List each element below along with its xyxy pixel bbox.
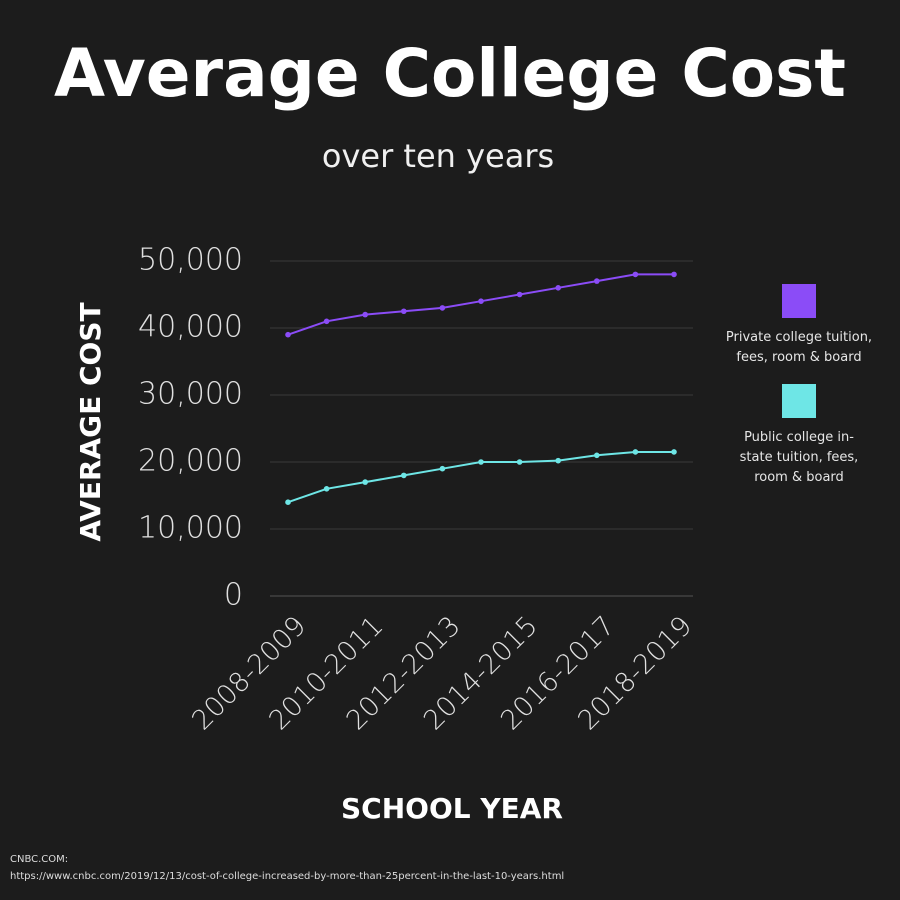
point — [323, 486, 330, 492]
y-axis-title: AVERAGE COST — [74, 302, 107, 541]
series-line — [287, 273, 674, 336]
legend-swatch — [782, 284, 816, 318]
point — [671, 449, 677, 455]
source-url: https://www.cnbc.com/2019/12/13/cost-of-… — [10, 871, 564, 882]
legend-swatch — [782, 384, 816, 418]
point — [594, 452, 600, 459]
point — [401, 472, 407, 479]
point — [323, 318, 330, 325]
point — [555, 457, 561, 464]
y-tick-label: 30,000 — [138, 377, 243, 412]
point — [285, 331, 291, 338]
point — [362, 479, 369, 485]
point — [401, 308, 407, 315]
point — [516, 291, 523, 298]
chart-title: Average College Cost — [54, 35, 846, 112]
y-tick-label: 40,000 — [138, 310, 243, 345]
x-axis-title: SCHOOL YEAR — [341, 792, 563, 825]
point — [478, 298, 484, 305]
point — [478, 459, 484, 465]
y-tick-label: 10,000 — [138, 511, 243, 546]
point — [439, 465, 446, 472]
legend-label: Private college tuition, fees, room & bo… — [725, 330, 873, 365]
point — [632, 271, 639, 278]
point — [362, 311, 369, 318]
point — [285, 499, 291, 506]
point — [594, 278, 600, 284]
point — [632, 449, 639, 455]
point — [439, 305, 446, 311]
chart-subtitle: over ten years — [322, 137, 554, 175]
point — [555, 285, 561, 291]
y-tick-label: 0 — [224, 578, 243, 613]
y-tick-label: 20,000 — [138, 444, 243, 479]
source-label: CNBC.COM: — [10, 854, 68, 865]
legend-label: Public college in-state tuition, fees, r… — [739, 430, 859, 485]
y-tick-label: 50,000 — [138, 243, 243, 278]
point — [671, 271, 677, 278]
point — [516, 459, 523, 465]
